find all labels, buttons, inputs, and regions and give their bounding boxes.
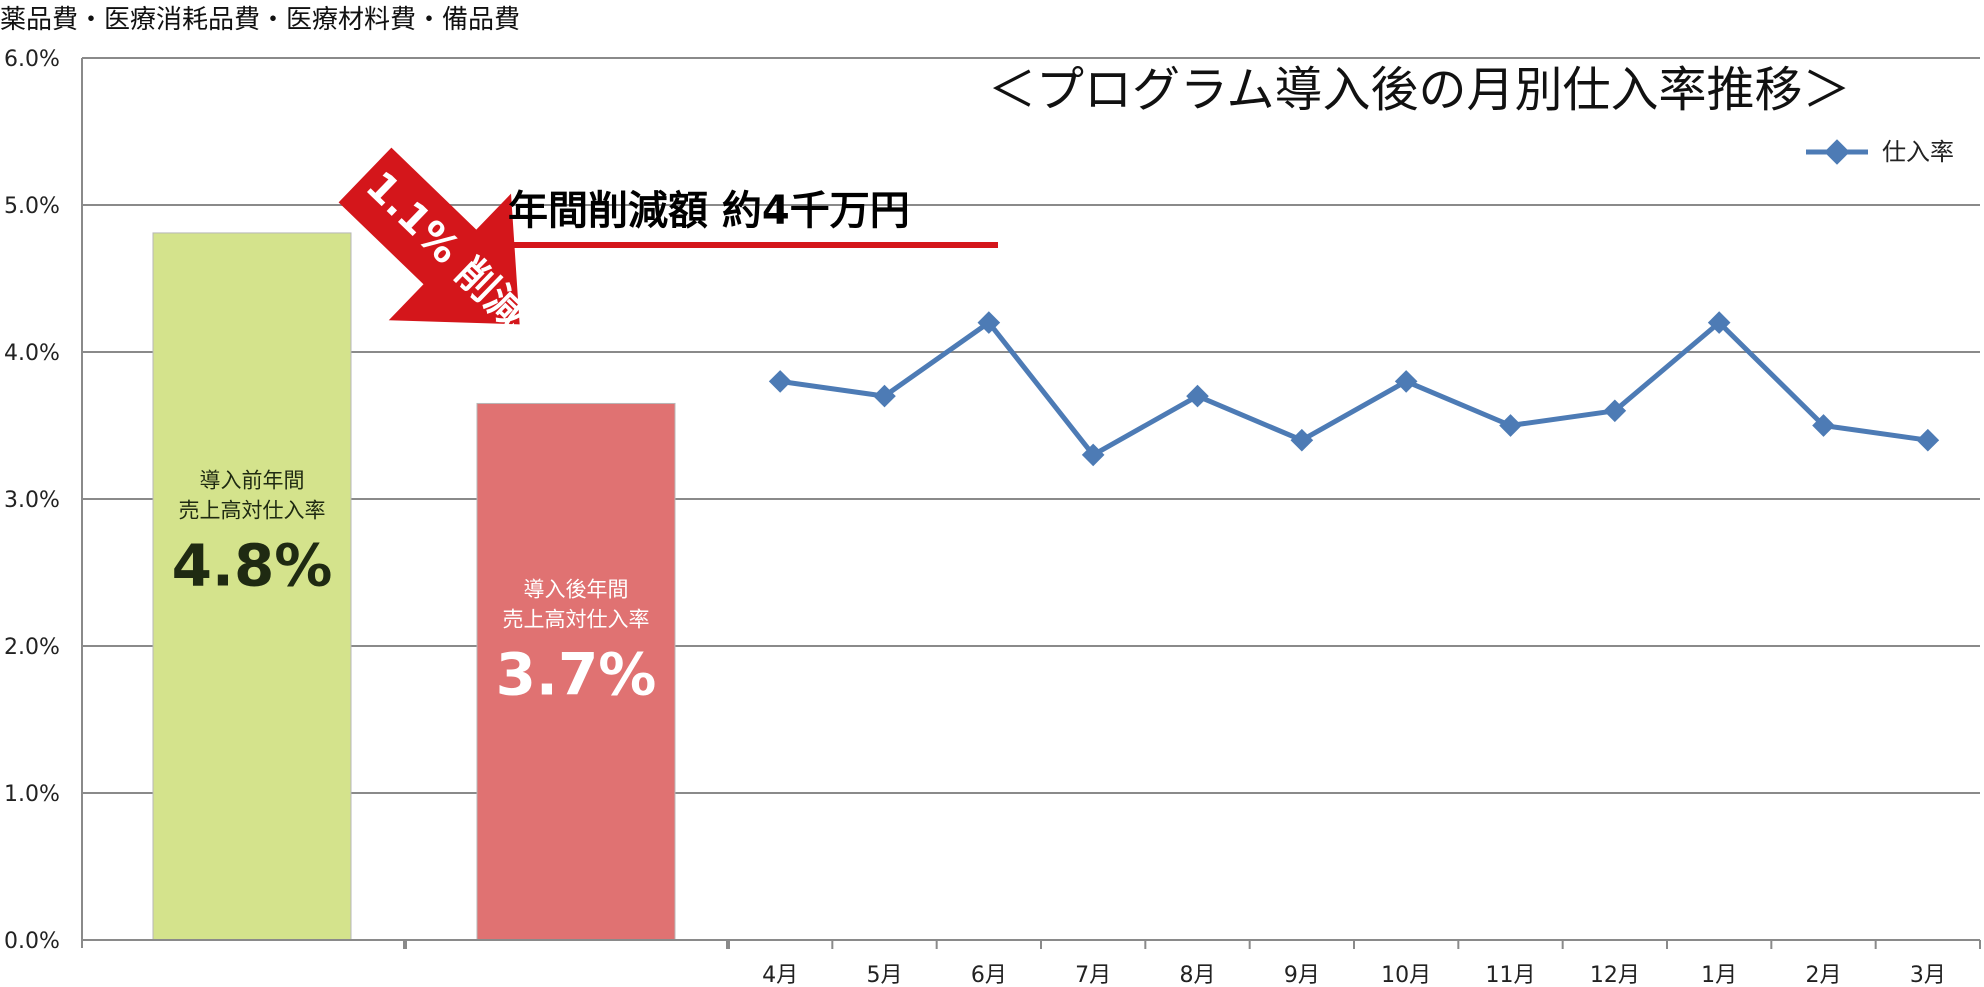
data-point [1081,443,1105,467]
bar [152,232,352,941]
y-tick-label: 5.0% [4,194,60,219]
legend-marker [1824,139,1850,165]
banner-underline [508,242,998,248]
y-tick-label: 4.0% [4,341,60,366]
legend: 仕入率 [1806,138,1954,166]
y-tick-label: 1.0% [4,782,60,807]
x-tick-label: 5月 [867,963,903,987]
top-label: 薬品費・医療消耗品費・医療材料費・備品費 [0,5,520,35]
x-tick-label: 10月 [1381,963,1431,987]
series-line [779,320,1929,458]
x-axis: 4月 5月 6月 7月 8月 9月 10月 11月 12月 1月 2月 3月 [82,939,1981,987]
data-point [1394,370,1418,393]
chart-title: ＜プログラム導入後の月別仕入率推移＞ [988,62,1851,118]
x-tick-label: 7月 [1075,963,1111,987]
y-tick-label: 6.0% [4,47,60,72]
x-tick-label: 4月 [762,963,798,987]
data-point [1499,414,1522,437]
savings-banner: 年間削減額 約4千万円 [508,188,910,234]
bar-caption-line2: 売上高対仕入率 [503,608,650,632]
y-tick-label: 3.0% [4,488,60,513]
bar-caption-line2: 売上高対仕入率 [179,498,326,522]
bar [476,402,676,941]
bar-value-label: 3.7% [496,641,657,709]
x-tick-label: 11月 [1486,963,1536,987]
bar-caption-line1: 導入後年間 [524,578,629,602]
data-point [1707,311,1731,334]
data-point [873,384,896,408]
x-tick-label: 3月 [1910,963,1946,987]
legend-label: 仕入率 [1882,138,1954,166]
data-point [1916,428,1940,452]
y-tick-label: 0.0% [4,929,60,954]
x-tick-label: 12月 [1590,963,1640,987]
x-tick-label: 2月 [1806,963,1842,987]
data-point [1812,414,1835,437]
y-tick-label: 2.0% [4,635,60,660]
data-point [768,370,792,393]
data-point [977,311,1001,334]
x-tick-label: 8月 [1180,963,1216,987]
data-point [1186,384,1209,408]
x-tick-label: 6月 [971,963,1007,987]
y-axis-ticks: 0.0% 1.0% 2.0% 3.0% 4.0% 5.0% 6.0% [4,47,60,954]
x-tick-label: 9月 [1284,963,1320,987]
bar-caption-line1: 導入前年間 [200,468,305,492]
data-point [1603,399,1627,423]
bar-value-label: 4.8% [172,531,333,599]
x-tick-label: 1月 [1701,963,1737,987]
data-point [1290,428,1314,452]
arrow-shape [338,147,520,325]
line-series [768,311,1940,467]
